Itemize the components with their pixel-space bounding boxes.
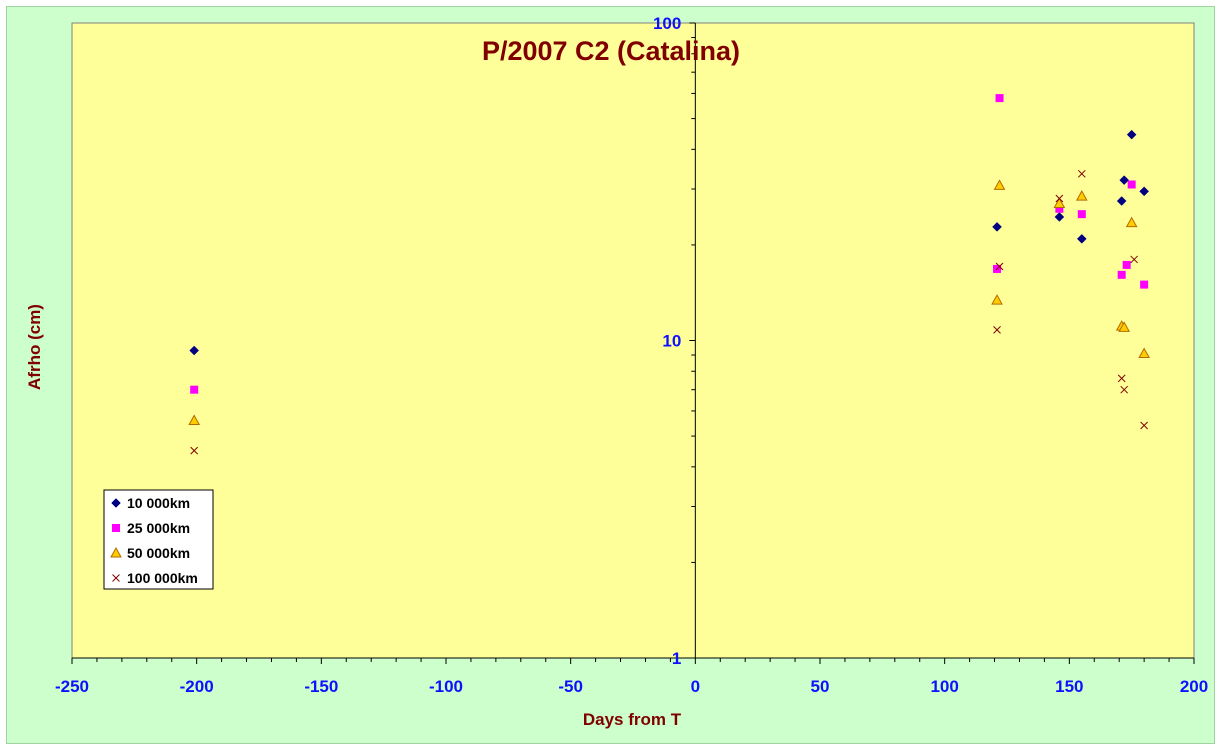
data-point [995, 262, 1004, 271]
x-tick-label: -250 [55, 677, 89, 696]
x-tick-label: -100 [429, 677, 463, 696]
x-tick-label: -50 [558, 677, 583, 696]
data-point [995, 94, 1004, 103]
legend-item: 100 000km [112, 570, 198, 586]
legend-marker [111, 498, 121, 508]
data-point [1055, 194, 1064, 203]
y-tick-label: 10 [662, 332, 681, 351]
legend-label: 50 000km [127, 545, 190, 561]
data-point [1075, 190, 1088, 201]
data-point [1076, 234, 1087, 244]
data-point [1055, 204, 1064, 213]
data-point [993, 326, 1001, 334]
y-axis-title: Afrho (cm) [25, 304, 44, 390]
data-point [1139, 186, 1149, 197]
legend-item: 25 000km [112, 520, 190, 536]
data-point [1126, 129, 1137, 140]
x-stroke [190, 446, 199, 455]
chart-title: P/2007 C2 (Catalina) [482, 36, 740, 66]
data-point [1127, 180, 1136, 189]
data-point [991, 294, 1003, 305]
data-point [992, 222, 1002, 232]
y-tick-label: 1 [672, 649, 681, 668]
x-stroke [1130, 255, 1139, 264]
series-group [190, 169, 1148, 455]
chart-svg: -250 -200 -150 -100 -50 0 50 100 150 200 1 10 100 P/… [25, 14, 1208, 729]
data-point [190, 446, 199, 455]
chart-area: -250 -200 -150 -100 -50 0 50 100 150 200 1 10 100 P/… [6, 6, 1215, 744]
legend-label: 10 000km [127, 495, 190, 511]
series-group [188, 179, 1150, 425]
data-point [1116, 196, 1127, 206]
data-point [1119, 175, 1130, 185]
data-point [993, 179, 1006, 190]
data-point [1077, 169, 1086, 178]
x-stroke [112, 574, 120, 582]
x-stroke [995, 262, 1004, 271]
legend-item: 50 000km [110, 545, 190, 561]
legend-item: 10 000km [111, 495, 190, 511]
x-tick-label: 100 [930, 677, 958, 696]
data-point [1054, 212, 1065, 222]
legend-box [103, 489, 214, 590]
y-tick-label: 100 [653, 14, 681, 33]
data-point [189, 345, 200, 356]
x-tick-label: -200 [180, 677, 214, 696]
data-point [1117, 270, 1126, 279]
x-stroke [1055, 194, 1064, 203]
legend-marker [112, 524, 120, 532]
x-tick-label: 0 [691, 677, 700, 696]
x-tick-label: 150 [1055, 677, 1083, 696]
x-axis-title: Days from T [583, 710, 682, 729]
data-point [188, 414, 201, 425]
x-stroke [1140, 421, 1148, 430]
x-stroke [993, 326, 1001, 334]
legend-marker [110, 546, 122, 558]
data-point [1118, 321, 1131, 332]
data-point [1130, 255, 1139, 264]
data-point [1117, 374, 1126, 383]
data-point [1120, 385, 1129, 394]
axes-layer: -250 -200 -150 -100 -50 0 50 100 150 200 1 10 100 [55, 14, 1208, 696]
x-stroke [1120, 385, 1129, 394]
x-tick-label: 50 [811, 677, 830, 696]
data-point [1140, 421, 1148, 430]
x-stroke [1117, 374, 1126, 383]
marks-layer [188, 94, 1150, 455]
x-stroke [1077, 169, 1086, 178]
data-point [1053, 197, 1066, 209]
data-point [1138, 347, 1150, 359]
data-point [1122, 260, 1131, 269]
legend: 10 000km 25 000km 50 000km 100 000km [103, 489, 214, 590]
legend-label: 25 000km [127, 520, 190, 536]
legend-marker [112, 574, 120, 582]
data-point [1125, 216, 1138, 228]
data-point [1140, 280, 1149, 289]
x-tick-label: -150 [304, 677, 338, 696]
legend-label: 100 000km [127, 570, 198, 586]
data-point [190, 385, 199, 394]
plot-area [71, 22, 1195, 659]
series-group [189, 129, 1149, 356]
data-point [1077, 210, 1086, 219]
x-tick-label: 200 [1180, 677, 1208, 696]
